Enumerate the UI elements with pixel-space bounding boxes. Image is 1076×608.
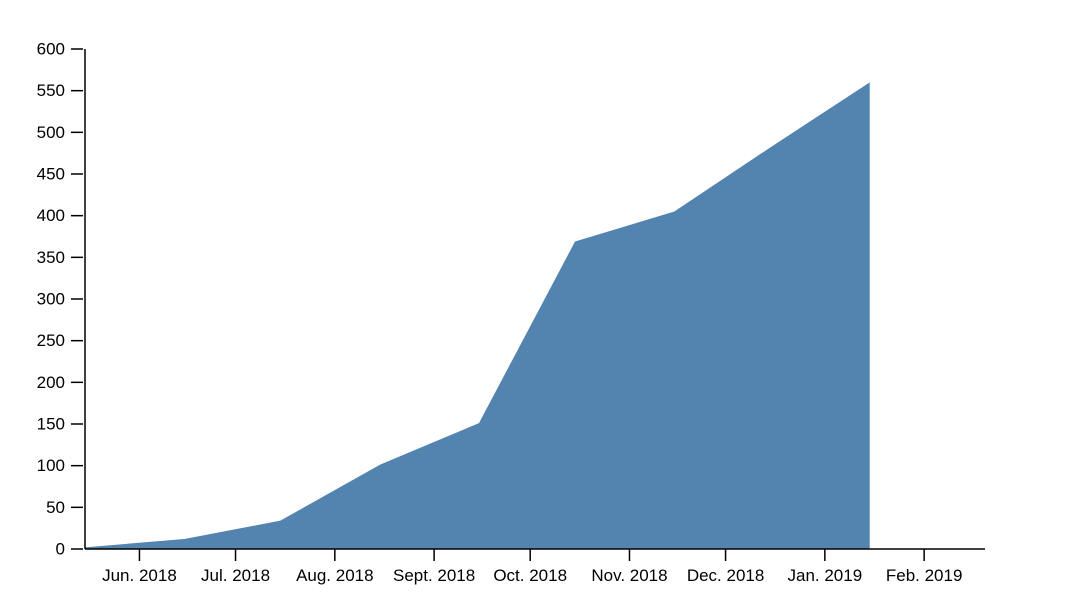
x-tick-label: Jan. 2019 — [788, 566, 863, 585]
x-tick-label: Feb. 2019 — [886, 566, 963, 585]
area-series — [85, 82, 870, 549]
x-tick-label: Sept. 2018 — [393, 566, 475, 585]
y-tick-label: 400 — [37, 206, 65, 225]
y-axis: 0 50 100 150 200 250 300 350 400 450 500 550 600 — [37, 40, 86, 559]
y-tick-label: 150 — [37, 415, 65, 434]
y-tick-label: 0 — [56, 540, 65, 559]
x-axis: Jun. 2018 Jul. 2018 Aug. 2018 Sept. 2018 Oct… — [85, 548, 985, 585]
x-tick-label: Oct. 2018 — [493, 566, 567, 585]
y-tick-label: 500 — [37, 123, 65, 142]
y-tick-label: 600 — [37, 40, 65, 59]
y-tick-label: 450 — [37, 165, 65, 184]
y-tick-label: 350 — [37, 248, 65, 267]
x-tick-label: Nov. 2018 — [591, 566, 667, 585]
area-series-layer — [85, 82, 870, 549]
y-tick-label: 250 — [37, 331, 65, 350]
y-tick-label: 550 — [37, 81, 65, 100]
x-tick-label: Dec. 2018 — [687, 566, 765, 585]
x-tick-label: Jul. 2018 — [201, 566, 270, 585]
x-tick-label: Jun. 2018 — [102, 566, 177, 585]
y-tick-label: 300 — [37, 290, 65, 309]
y-tick-label: 200 — [37, 373, 65, 392]
y-tick-label: 100 — [37, 456, 65, 475]
x-tick-label: Aug. 2018 — [296, 566, 374, 585]
y-tick-label: 50 — [46, 498, 65, 517]
